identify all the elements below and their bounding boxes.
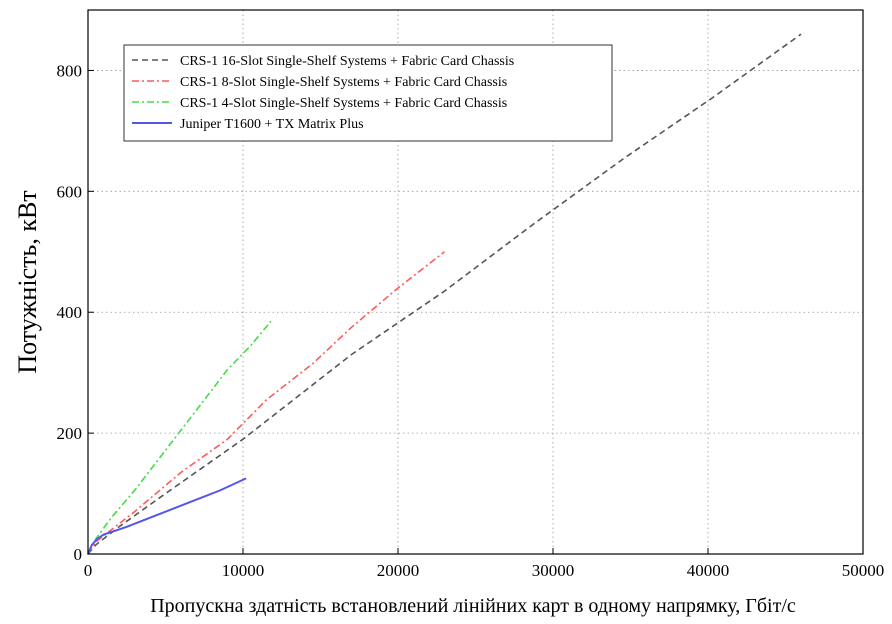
x-tick-label: 0 — [84, 561, 93, 580]
x-tick-label: 50000 — [842, 561, 885, 580]
legend-label: Juniper T1600 + TX Matrix Plus — [180, 117, 364, 132]
y-tick-label: 0 — [74, 545, 83, 564]
axis-ticks: 0 10000 20000 30000 40000 50000 0 200 400 600 800 — [57, 61, 885, 580]
y-tick-label: 400 — [57, 303, 83, 322]
series-line-4 — [87, 477, 247, 555]
x-tick-label: 30000 — [532, 561, 575, 580]
series-line-2 — [87, 251, 445, 555]
y-tick-label: 200 — [57, 424, 83, 443]
series-lines — [87, 33, 802, 555]
legend-label: CRS-1 16-Slot Single-Shelf Systems + Fab… — [180, 54, 514, 69]
legend-label: CRS-1 4-Slot Single-Shelf Systems + Fabr… — [180, 96, 507, 111]
legend: CRS-1 16-Slot Single-Shelf Systems + Fab… — [123, 44, 613, 142]
y-tick-label: 600 — [57, 182, 83, 201]
series-line-3 — [87, 320, 272, 555]
plot-frame — [87, 9, 864, 555]
x-tick-label: 20000 — [377, 561, 420, 580]
x-tick-label: 40000 — [687, 561, 730, 580]
y-axis-title: Потужність, кВт — [13, 190, 42, 373]
legend-box — [123, 44, 613, 142]
x-tick-label: 10000 — [222, 561, 265, 580]
legend-label: CRS-1 8-Slot Single-Shelf Systems + Fabr… — [180, 75, 507, 90]
y-tick-label: 800 — [57, 61, 83, 80]
x-axis-title: Пропускна здатність встановлений лінійни… — [150, 595, 796, 617]
